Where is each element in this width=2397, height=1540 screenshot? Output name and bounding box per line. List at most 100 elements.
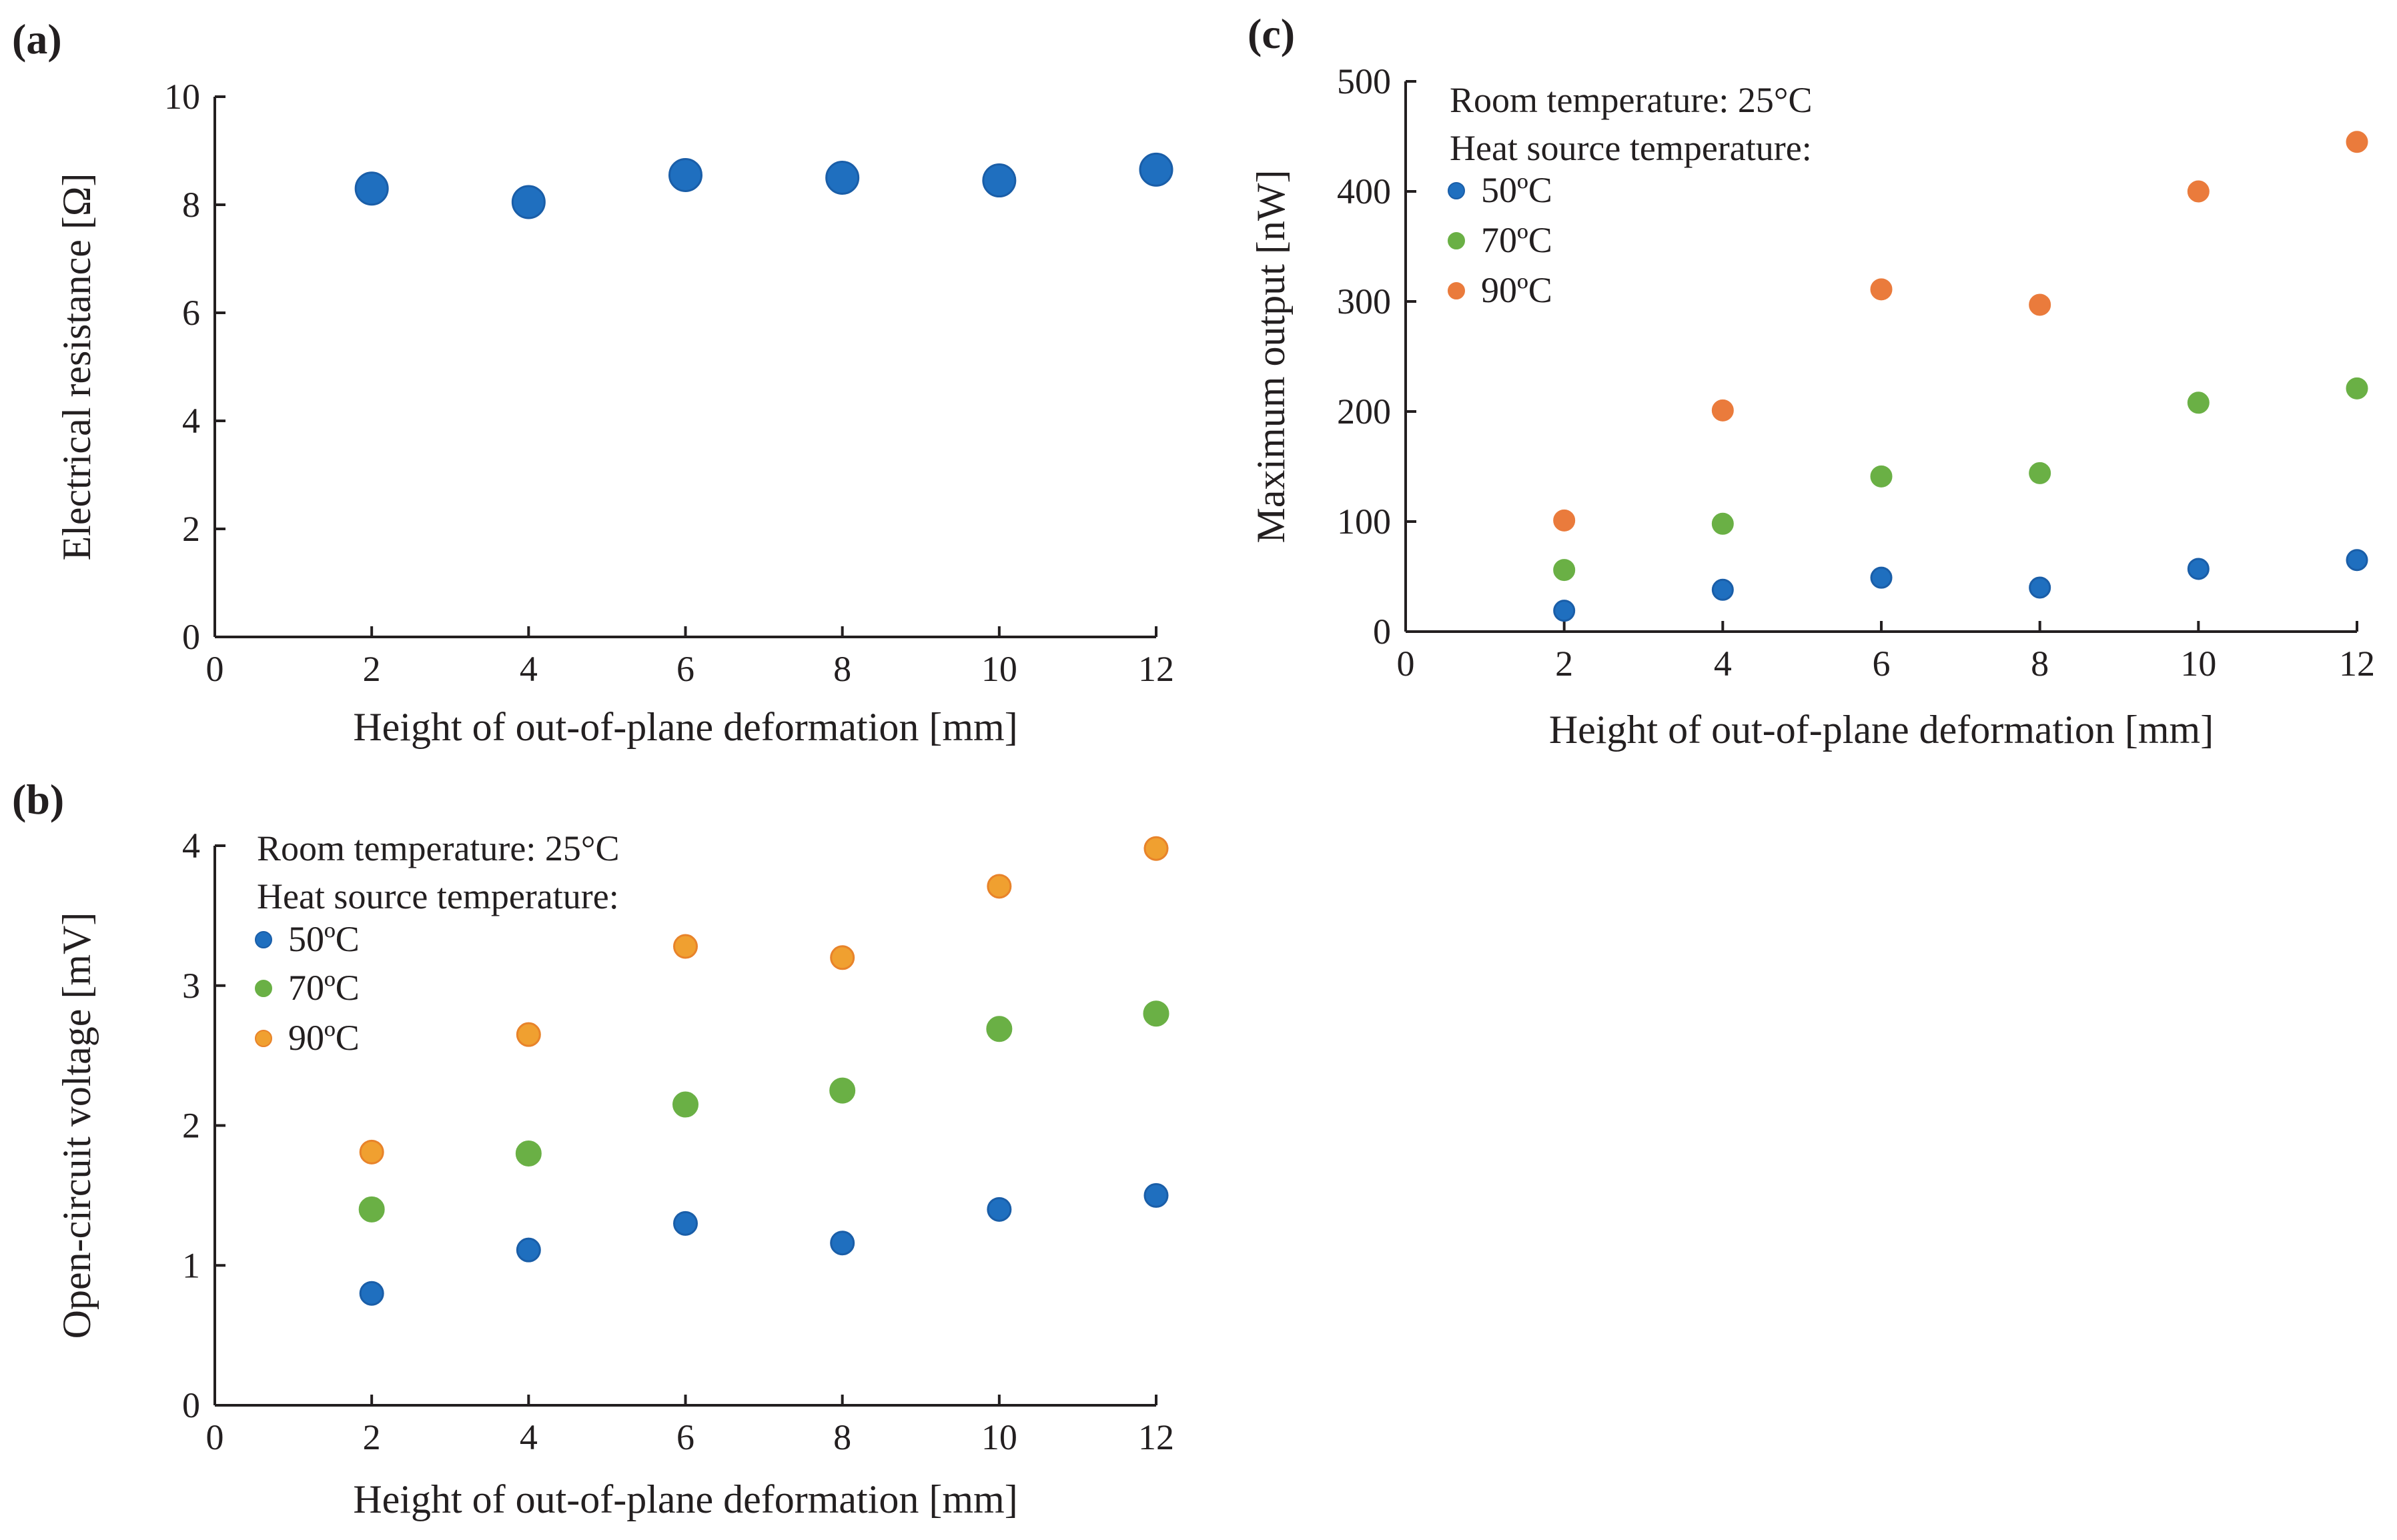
x-tick-label: 8 [2031, 644, 2049, 684]
x-tick-label: 8 [833, 649, 851, 689]
data-point-90c [1870, 278, 1893, 301]
data-point-90c [1553, 509, 1576, 532]
data-point-50c [1870, 566, 1893, 589]
data-point-70c [672, 1091, 698, 1118]
y-tick-label: 2 [182, 1106, 200, 1146]
legend-title-line: Room temperature: 25°C [257, 828, 619, 868]
data-point-50c [830, 1231, 855, 1256]
y-tick-label: 100 [1337, 502, 1391, 542]
data-point-resistance [668, 157, 702, 192]
x-axis-title: Height of out-of-plane deformation [mm] [353, 1477, 1017, 1521]
y-tick-label: 200 [1337, 392, 1391, 432]
x-tick-label: 10 [2180, 644, 2216, 684]
data-point-70c [515, 1140, 542, 1167]
legend-label-70c: 70ºC [1481, 220, 1552, 260]
x-tick-label: 12 [1138, 649, 1174, 689]
data-point-70c [1553, 559, 1576, 582]
data-point-90c [830, 945, 855, 970]
x-tick-label: 10 [981, 1417, 1017, 1457]
data-point-70c [986, 1016, 1013, 1042]
y-tick-label: 3 [182, 966, 200, 1006]
x-tick-label: 2 [363, 1417, 381, 1457]
x-tick-label: 2 [363, 649, 381, 689]
legend-label-50c: 50ºC [288, 919, 360, 959]
data-point-resistance [982, 163, 1017, 198]
data-point-90c [2346, 131, 2368, 153]
legend-label-70c: 70ºC [288, 968, 360, 1008]
data-point-70c [358, 1196, 385, 1223]
panel-a: (a) 0 2 4 6 8 10 0 2 4 6 8 10 12 Height of out-of-plan… [12, 15, 1174, 749]
legend-title-line: Room temperature: 25°C [1450, 80, 1812, 120]
data-point-90c [2187, 180, 2210, 203]
y-tick-label: 6 [182, 293, 200, 333]
data-point-70c [2346, 377, 2368, 400]
y-tick-label: 4 [182, 826, 200, 866]
data-point-resistance [825, 161, 860, 195]
legend-title-line: Heat source temperature: [1450, 128, 1812, 168]
data-point-50c [516, 1237, 541, 1263]
data-point-90c [2029, 293, 2051, 316]
x-axis-title: Height of out-of-plane deformation [mm] [353, 705, 1017, 749]
legend-title-line: Heat source temperature: [257, 876, 619, 916]
data-point-50c [1711, 578, 1734, 601]
legend-marker-90c [255, 1030, 272, 1047]
x-tick-label: 10 [981, 649, 1017, 689]
data-point-90c [359, 1139, 384, 1165]
x-tick-label: 0 [206, 1417, 224, 1457]
legend-marker-70c [1448, 232, 1465, 249]
y-axis-title: Electrical resistance [Ω] [55, 173, 99, 561]
data-point-50c [2346, 549, 2368, 572]
y-tick-label: 0 [1373, 612, 1391, 652]
legend-label-50c: 50ºC [1481, 170, 1552, 210]
data-point-70c [829, 1077, 856, 1104]
data-point-70c [1711, 512, 1734, 535]
x-tick-label: 4 [1714, 644, 1732, 684]
data-point-50c [359, 1281, 384, 1306]
x-tick-label: 12 [2339, 644, 2375, 684]
x-axis-title: Height of out-of-plane deformation [mm] [1549, 708, 2214, 752]
legend-marker-70c [255, 980, 272, 997]
y-tick-label: 0 [182, 1385, 200, 1425]
x-tick-label: 6 [676, 1417, 694, 1457]
legend-marker-50c [1448, 182, 1465, 199]
panel-c: (c) 0 100 200 300 400 500 0 2 4 6 8 10 12 Height of ou… [1248, 10, 2375, 752]
y-tick-label: 8 [182, 185, 200, 225]
data-point-resistance [354, 171, 389, 206]
data-point-90c [1143, 836, 1169, 861]
y-tick-label: 1 [182, 1245, 200, 1285]
data-point-90c [987, 874, 1012, 899]
data-point-70c [2187, 392, 2210, 414]
data-point-70c [2029, 462, 2051, 484]
x-tick-label: 6 [1873, 644, 1891, 684]
data-point-50c [2187, 558, 2210, 580]
x-tick-label: 12 [1138, 1417, 1174, 1457]
data-point-50c [1143, 1183, 1169, 1208]
y-tick-label: 4 [182, 401, 200, 441]
data-point-50c [987, 1197, 1012, 1222]
y-axis-title: Open-circuit voltage [mV] [55, 912, 99, 1339]
x-tick-label: 6 [676, 649, 694, 689]
legend-label-90c: 90ºC [1481, 270, 1552, 310]
data-point-90c [516, 1022, 541, 1047]
panel-label: (b) [12, 776, 64, 823]
x-tick-label: 0 [206, 649, 224, 689]
y-tick-label: 400 [1337, 171, 1391, 211]
x-tick-label: 0 [1397, 644, 1415, 684]
data-point-70c [1143, 1000, 1169, 1027]
data-point-90c [1711, 399, 1734, 422]
data-point-resistance [511, 185, 546, 219]
data-point-50c [673, 1211, 698, 1236]
data-point-50c [1553, 600, 1576, 622]
x-tick-label: 4 [520, 649, 538, 689]
x-tick-label: 4 [520, 1417, 538, 1457]
y-tick-label: 10 [164, 77, 200, 117]
legend-marker-50c [255, 931, 272, 948]
data-point-90c [673, 934, 698, 959]
y-tick-label: 300 [1337, 281, 1391, 321]
x-tick-label: 2 [1555, 644, 1573, 684]
y-tick-label: 500 [1337, 61, 1391, 101]
legend-label-90c: 90ºC [288, 1018, 360, 1058]
y-tick-label: 2 [182, 509, 200, 549]
